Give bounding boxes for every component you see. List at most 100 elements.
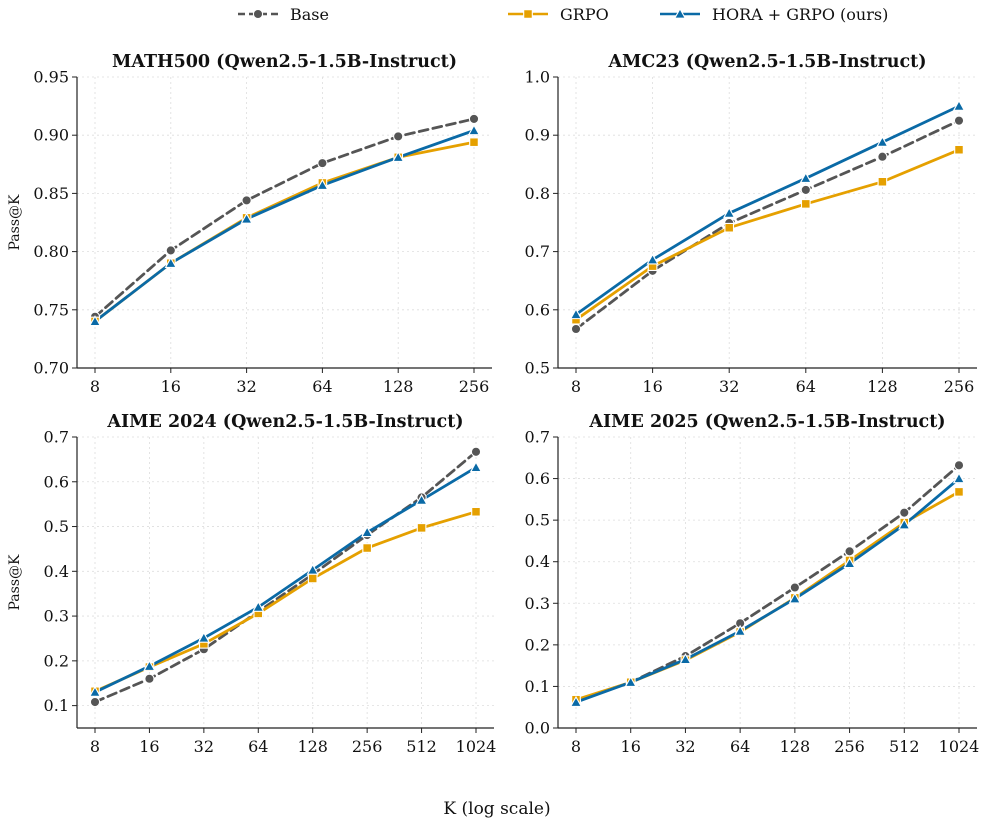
data-point-grpo xyxy=(954,487,964,497)
data-point-hora xyxy=(569,308,583,320)
data-point-hora xyxy=(679,653,692,665)
y-tick-label: 0.70 xyxy=(33,359,69,378)
data-point-hora xyxy=(876,135,889,147)
x-tick-label: 128 xyxy=(780,737,811,756)
y-tick-label: 0.7 xyxy=(525,428,550,447)
data-point-base xyxy=(241,195,252,206)
data-point-hora xyxy=(469,461,483,473)
y-tick-label: 0.6 xyxy=(525,469,550,488)
y-tick-label: 0.3 xyxy=(525,594,550,613)
data-point-base xyxy=(953,460,965,471)
series-line-grpo xyxy=(93,140,476,323)
x-tick-label: 64 xyxy=(312,377,332,396)
data-point-base xyxy=(953,115,965,126)
data-point-hora xyxy=(843,557,856,569)
data-point-hora xyxy=(306,563,319,575)
data-point-grpo xyxy=(362,543,372,553)
data-point-hora xyxy=(415,493,428,505)
x-tick-label: 256 xyxy=(944,377,975,396)
y-tick-label: 0.5 xyxy=(44,517,69,536)
data-point-hora xyxy=(361,526,374,538)
data-point-hora xyxy=(252,600,265,612)
data-point-base xyxy=(317,157,328,169)
series-line-base xyxy=(93,117,476,319)
x-tick-label: 16 xyxy=(139,737,159,756)
data-point-grpo xyxy=(800,199,811,209)
y-tick-label: 0.5 xyxy=(525,359,550,378)
x-tick-label: 512 xyxy=(406,737,437,756)
data-point-base xyxy=(570,323,582,335)
legend-label-grpo: GRPO xyxy=(560,5,609,24)
x-tick-label: 128 xyxy=(867,377,898,396)
legend-marker-base xyxy=(252,8,264,20)
series-line-base xyxy=(574,463,961,703)
x-tick-label: 16 xyxy=(621,737,641,756)
x-tick-label: 8 xyxy=(571,377,581,396)
y-tick-label: 0.95 xyxy=(33,68,69,87)
data-point-hora xyxy=(952,472,966,484)
data-point-base xyxy=(468,113,480,125)
x-tick-label: 8 xyxy=(571,737,581,756)
legend-item-hora: HORA + GRPO (ours) xyxy=(660,5,888,24)
x-tick-label: 16 xyxy=(161,377,181,396)
y-tick-label: 0.6 xyxy=(44,472,69,491)
x-tick-label: 256 xyxy=(834,737,865,756)
series-line-grpo xyxy=(93,510,478,693)
series-line-hora xyxy=(93,465,478,694)
y-tick-label: 0.5 xyxy=(525,511,550,530)
x-tick-label: 128 xyxy=(297,737,328,756)
series-line-base xyxy=(93,450,478,704)
data-point-base xyxy=(89,696,101,708)
y-tick-label: 0.0 xyxy=(525,719,550,738)
y-axis-label: Pass@K xyxy=(7,194,23,251)
data-point-hora xyxy=(88,315,102,327)
x-tick-label: 256 xyxy=(352,737,383,756)
data-point-base xyxy=(144,673,155,684)
y-axis-label: Pass@K xyxy=(7,554,23,611)
data-point-hora xyxy=(569,695,583,707)
x-tick-label: 1024 xyxy=(456,737,497,756)
legend-item-grpo: GRPO xyxy=(508,5,609,24)
data-point-hora xyxy=(646,253,659,265)
chart-panel-4: AIME 2025 (Qwen2.5-1.5B-Instruct) 0.0 0.1 0… xyxy=(525,412,980,756)
chart-title: AIME 2024 (Qwen2.5-1.5B-Instruct) xyxy=(106,412,463,432)
chart-title: AIME 2025 (Qwen2.5-1.5B-Instruct) xyxy=(588,412,945,432)
data-point-grpo xyxy=(724,222,735,233)
legend-item-base: Base xyxy=(238,5,329,24)
chart-panel-1: MATH500 (Qwen2.5-1.5B-Instruct) 0.70 0.75 0… xyxy=(7,52,492,396)
data-point-hora xyxy=(734,624,747,636)
data-point-hora xyxy=(164,256,177,268)
y-tick-label: 0.4 xyxy=(525,552,550,571)
legend-marker-hora xyxy=(673,7,687,19)
data-point-base xyxy=(165,245,176,256)
y-tick-label: 0.4 xyxy=(44,562,69,581)
data-point-base xyxy=(899,507,910,518)
x-tick-label: 64 xyxy=(730,737,750,756)
y-tick-label: 0.2 xyxy=(525,635,550,654)
x-tick-label: 256 xyxy=(459,377,490,396)
x-tick-label: 8 xyxy=(90,377,100,396)
chart-panel-3: AIME 2024 (Qwen2.5-1.5B-Instruct) 0.1 0.2 0… xyxy=(7,412,496,756)
data-point-hora xyxy=(88,685,102,697)
data-point-hora xyxy=(240,212,253,224)
y-tick-label: 0.75 xyxy=(33,300,69,319)
data-point-hora xyxy=(952,99,966,111)
x-tick-label: 1024 xyxy=(939,737,980,756)
data-point-grpo xyxy=(416,523,427,533)
data-point-base xyxy=(789,582,801,593)
x-tick-label: 16 xyxy=(642,377,662,396)
chart-title: AMC23 (Qwen2.5-1.5B-Instruct) xyxy=(607,52,926,72)
y-tick-label: 0.9 xyxy=(525,126,550,145)
x-tick-label: 64 xyxy=(248,737,268,756)
legend-label-base: Base xyxy=(290,5,329,24)
chart-title: MATH500 (Qwen2.5-1.5B-Instruct) xyxy=(112,52,457,72)
y-tick-label: 0.2 xyxy=(44,651,69,670)
y-tick-label: 0.6 xyxy=(525,300,550,319)
data-point-base xyxy=(800,184,811,196)
data-point-hora xyxy=(392,150,405,163)
data-point-grpo xyxy=(877,176,888,187)
x-tick-label: 8 xyxy=(90,737,100,756)
data-point-hora xyxy=(898,518,911,530)
series-line-hora xyxy=(93,129,476,323)
data-point-hora xyxy=(624,675,637,687)
